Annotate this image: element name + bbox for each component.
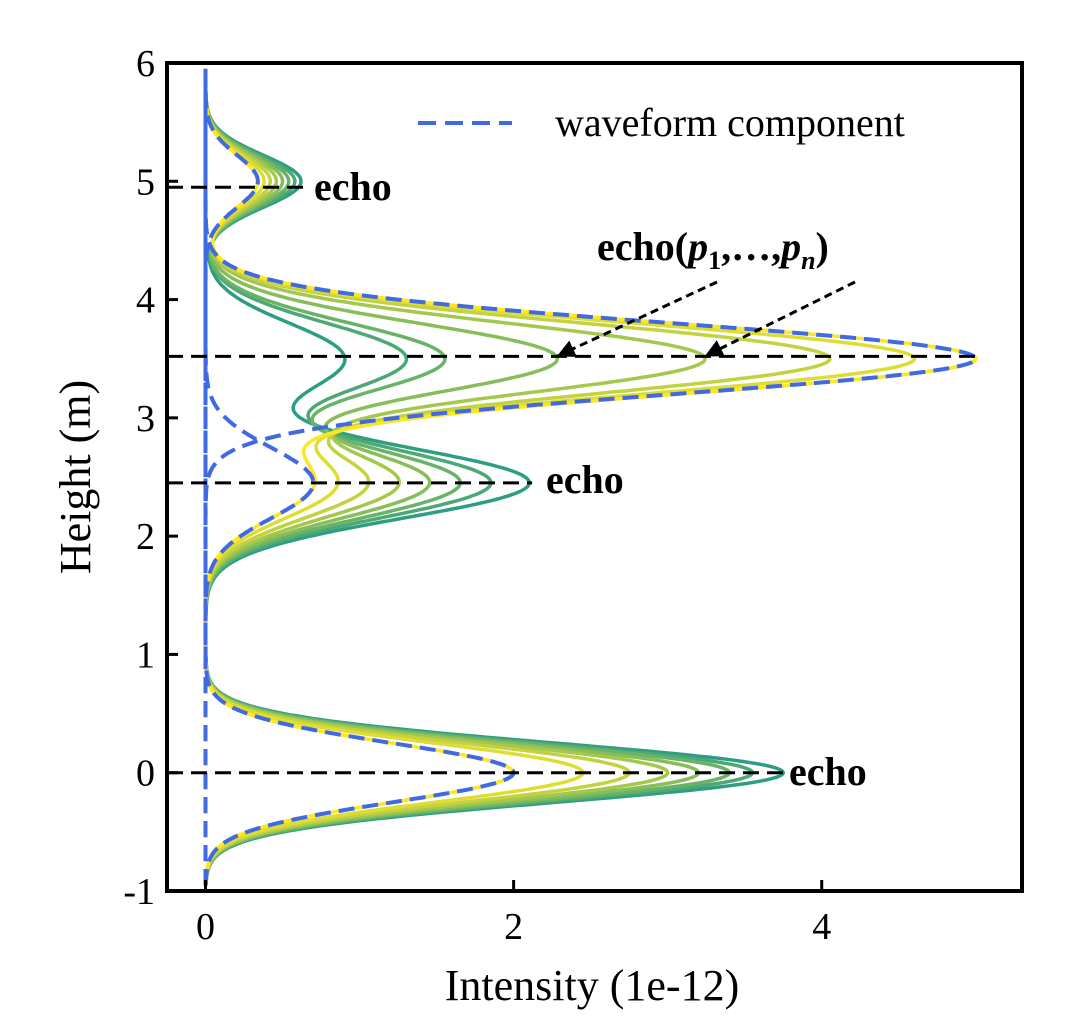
annotation-echo-top: echo	[314, 164, 392, 209]
y-tick-label: 4	[136, 280, 155, 322]
annotation-echo-middle: echo	[546, 457, 624, 502]
annotation-arrow-line-1	[556, 280, 718, 358]
legend: waveform component	[418, 100, 905, 145]
waveform-component-4	[203, 68, 516, 886]
axis-ticks: -1 0 1 2 3 4 5 6 0 2 4	[123, 43, 831, 948]
y-tick-label: 0	[136, 753, 155, 795]
legend-label: waveform component	[555, 100, 905, 145]
x-tick-label: 4	[812, 906, 831, 948]
y-tick-label: 5	[136, 161, 155, 203]
annotation-pn: p	[778, 224, 801, 269]
y-tick-label: -1	[123, 871, 155, 913]
series-line-5	[203, 68, 707, 886]
annotation-arrow-line-2	[703, 280, 856, 358]
y-tick-label: 2	[136, 516, 155, 558]
x-axis-label: Intensity (1e-12)	[445, 961, 739, 1010]
y-tick-label: 3	[136, 398, 155, 440]
series-line-4	[203, 68, 701, 886]
series-line-6	[203, 68, 832, 886]
annotation-suffix: )	[816, 224, 829, 269]
plot-frame	[165, 61, 1024, 893]
echo-reference-lines	[167, 185, 979, 775]
annotation-p1: p	[685, 224, 708, 269]
echo-curves	[203, 68, 978, 886]
y-tick-label: 1	[136, 634, 155, 676]
annotation-arrows	[556, 280, 856, 358]
annotation-arrow-head-1	[556, 340, 577, 357]
annotation-ellipsis: ,…,	[721, 224, 781, 269]
annotation-sub1: 1	[708, 246, 721, 275]
y-tick-label: 6	[136, 43, 155, 85]
x-tick-label: 0	[196, 906, 215, 948]
annotation-echo-params: echo(p1,…,pn)	[597, 224, 829, 275]
annotation-echo-bottom: echo	[789, 749, 867, 794]
series-line-7	[203, 68, 917, 886]
annotation-subn: n	[801, 246, 815, 275]
x-tick-label: 2	[504, 906, 523, 948]
annotation-prefix: echo(	[597, 224, 688, 269]
waveform-components	[203, 68, 978, 886]
annotation-arrow-head-2	[704, 340, 725, 357]
y-axis-label: Height (m)	[51, 380, 100, 574]
series-line-3	[203, 68, 732, 886]
